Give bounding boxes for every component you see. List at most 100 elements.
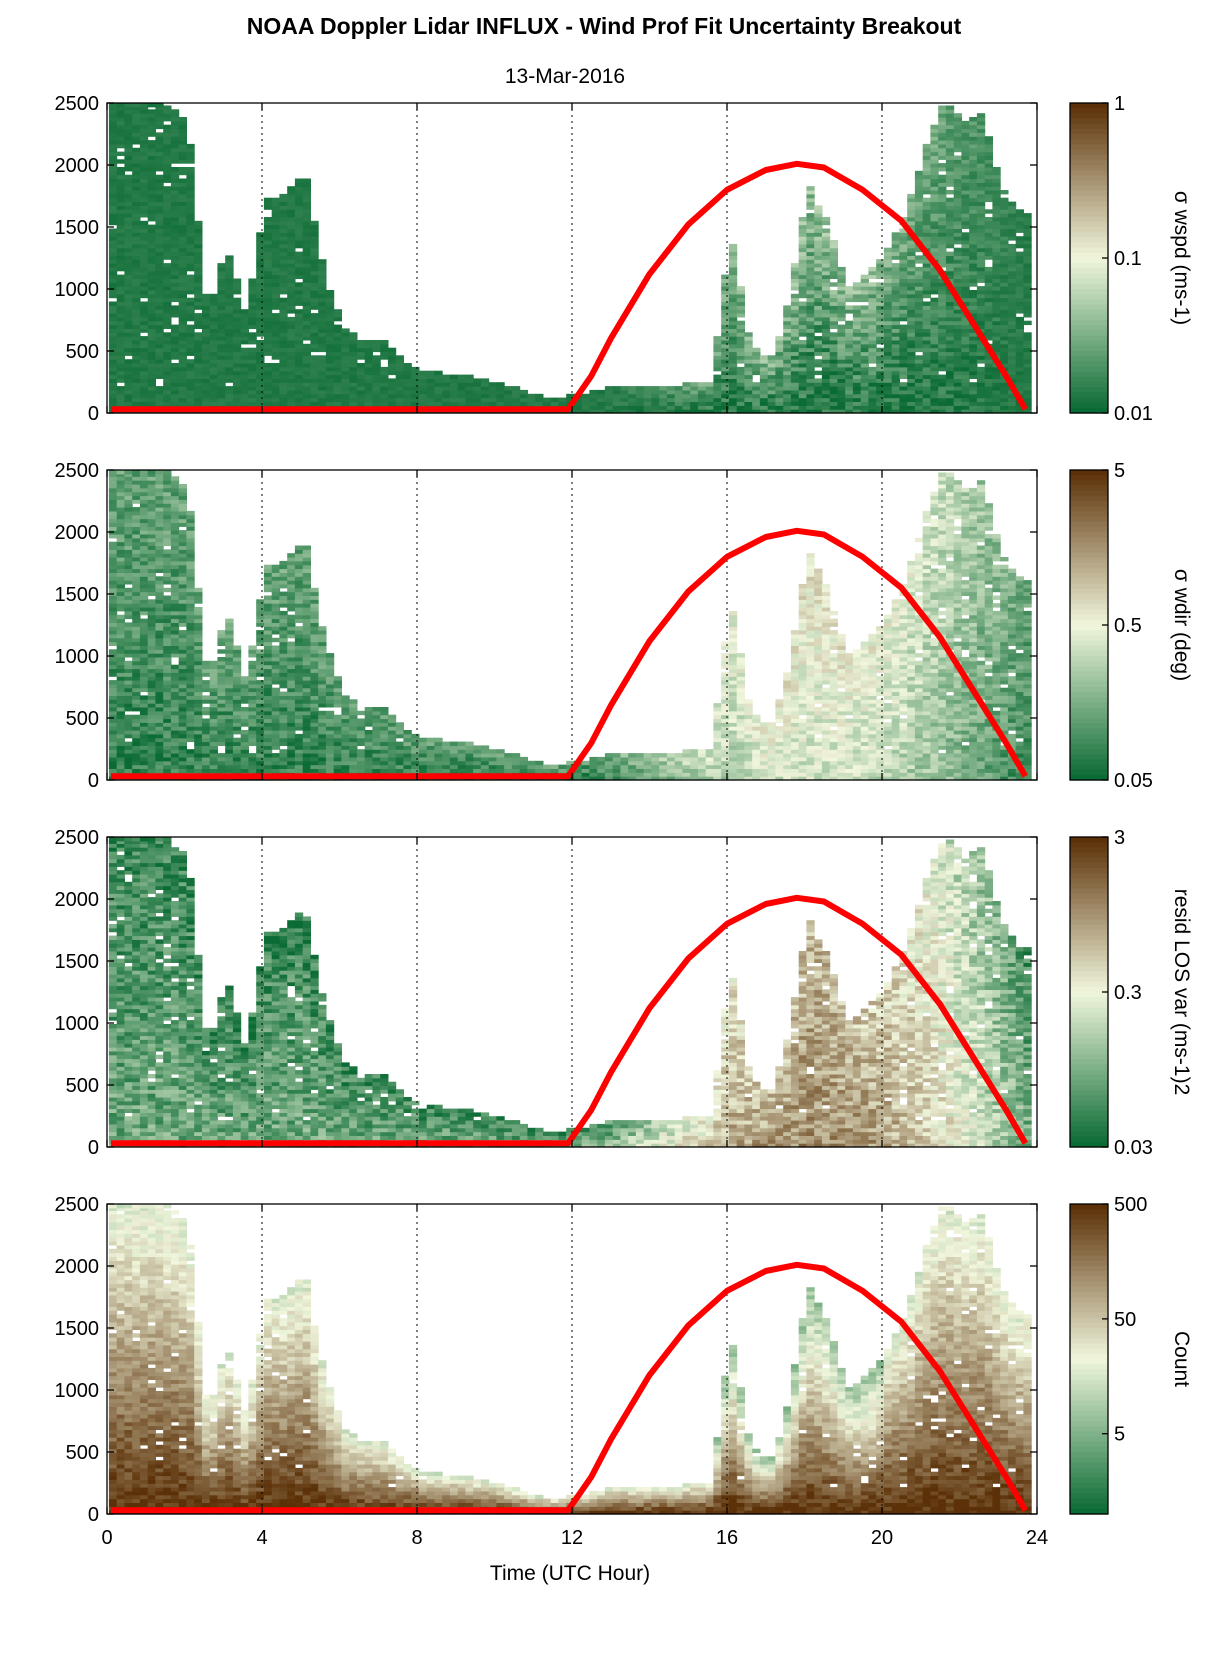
heatmap-cell (806, 186, 815, 191)
heatmap-cell (992, 190, 1001, 195)
heatmap-cell (728, 366, 738, 372)
heatmap-cell (271, 324, 281, 329)
heatmap-cell (108, 301, 118, 306)
heatmap-cell (186, 753, 195, 758)
heatmap-cell (945, 366, 955, 372)
heatmap-cell (984, 397, 993, 402)
heatmap-cell (798, 305, 807, 310)
heatmap-cell (953, 305, 962, 310)
heatmap-cell (302, 213, 311, 218)
heatmap-cell (1000, 340, 1009, 345)
heatmap-cell (1023, 409, 1032, 414)
heatmap-cell (163, 672, 172, 677)
heatmap-cell (969, 389, 978, 395)
heatmap-cell (132, 741, 141, 746)
heatmap-cell (821, 320, 831, 326)
heatmap-cell (945, 201, 955, 206)
heatmap-cell (953, 405, 962, 410)
heatmap-cell (914, 197, 924, 203)
heatmap-cell (163, 374, 172, 379)
heatmap-cell (938, 205, 947, 210)
heatmap-cell (790, 340, 800, 345)
heatmap-cell (132, 274, 141, 279)
heatmap-cell (116, 630, 125, 635)
heatmap-cell (914, 347, 924, 353)
heatmap-cell (116, 151, 125, 156)
heatmap-cell (124, 764, 133, 769)
heatmap-cell (163, 366, 172, 372)
heatmap-cell (178, 274, 187, 279)
heatmap-cell (178, 128, 187, 133)
heatmap-cell (256, 232, 265, 237)
heatmap-cell (124, 240, 133, 245)
heatmap-cell (163, 151, 172, 156)
heatmap-cell (945, 143, 955, 149)
heatmap-cell (783, 305, 792, 310)
heatmap-cell (132, 668, 141, 673)
heatmap-cell (294, 374, 304, 379)
heatmap-cell (744, 401, 753, 406)
heatmap-cell (186, 660, 195, 666)
heatmap-cell (124, 591, 133, 596)
heatmap-cell (232, 366, 242, 372)
heatmap-cell (798, 301, 807, 306)
heatmap-cell (194, 243, 203, 249)
heatmap-cell (976, 251, 986, 256)
heatmap-cell (139, 637, 149, 643)
heatmap-cell (256, 270, 265, 276)
heatmap-cell (899, 286, 908, 291)
heatmap-cell (170, 637, 180, 643)
heatmap-cell (310, 274, 319, 279)
heatmap-cell (1007, 224, 1017, 229)
heatmap-cell (163, 695, 172, 700)
heatmap-cell (961, 132, 970, 137)
heatmap-cell (256, 366, 265, 372)
heatmap-cell (713, 397, 722, 402)
heatmap-cell (139, 374, 149, 379)
heatmap-cell (178, 595, 187, 600)
heatmap-cell (457, 389, 466, 395)
heatmap-cell (945, 355, 955, 360)
heatmap-cell (814, 386, 823, 391)
heatmap-cell (814, 243, 823, 249)
heatmap-cell (310, 290, 319, 295)
heatmap-cell (914, 228, 924, 233)
heatmap-cell (194, 251, 203, 256)
heatmap-cell (1015, 343, 1024, 349)
heatmap-cell (899, 247, 908, 253)
heatmap-cell (186, 733, 195, 739)
heatmap-cell (852, 401, 862, 406)
heatmap-cell (155, 753, 164, 758)
heatmap-cell (325, 366, 335, 372)
heatmap-cell (938, 243, 947, 249)
heatmap-cell (240, 324, 249, 329)
heatmap-cell (938, 397, 947, 402)
heatmap-cell (442, 397, 451, 402)
heatmap-cell (155, 491, 164, 497)
heatmap-cell (178, 649, 187, 654)
heatmap-cell (821, 409, 831, 414)
heatmap-cell (403, 401, 412, 406)
colorbar-segment (1070, 196, 1108, 202)
heatmap-cell (201, 393, 211, 399)
heatmap-cell (147, 217, 156, 222)
heatmap-cell (527, 401, 536, 406)
heatmap-cell (155, 695, 164, 700)
heatmap-cell (186, 599, 195, 604)
heatmap-cell (116, 557, 125, 562)
heatmap-cell (938, 389, 947, 395)
heatmap-cell (302, 320, 311, 326)
heatmap-cell (124, 730, 133, 735)
heatmap-cell (310, 386, 319, 391)
heatmap-cell (186, 522, 195, 527)
heatmap-cell (225, 282, 234, 287)
heatmap-cell (790, 324, 800, 329)
heatmap-cell (287, 243, 296, 249)
heatmap-cell (837, 266, 846, 272)
heatmap-cell (736, 386, 745, 391)
heatmap-cell (194, 382, 203, 387)
heatmap-cell (116, 263, 125, 268)
heatmap-cell (945, 397, 955, 402)
heatmap-cell (147, 557, 156, 562)
heatmap-cell (899, 305, 908, 310)
